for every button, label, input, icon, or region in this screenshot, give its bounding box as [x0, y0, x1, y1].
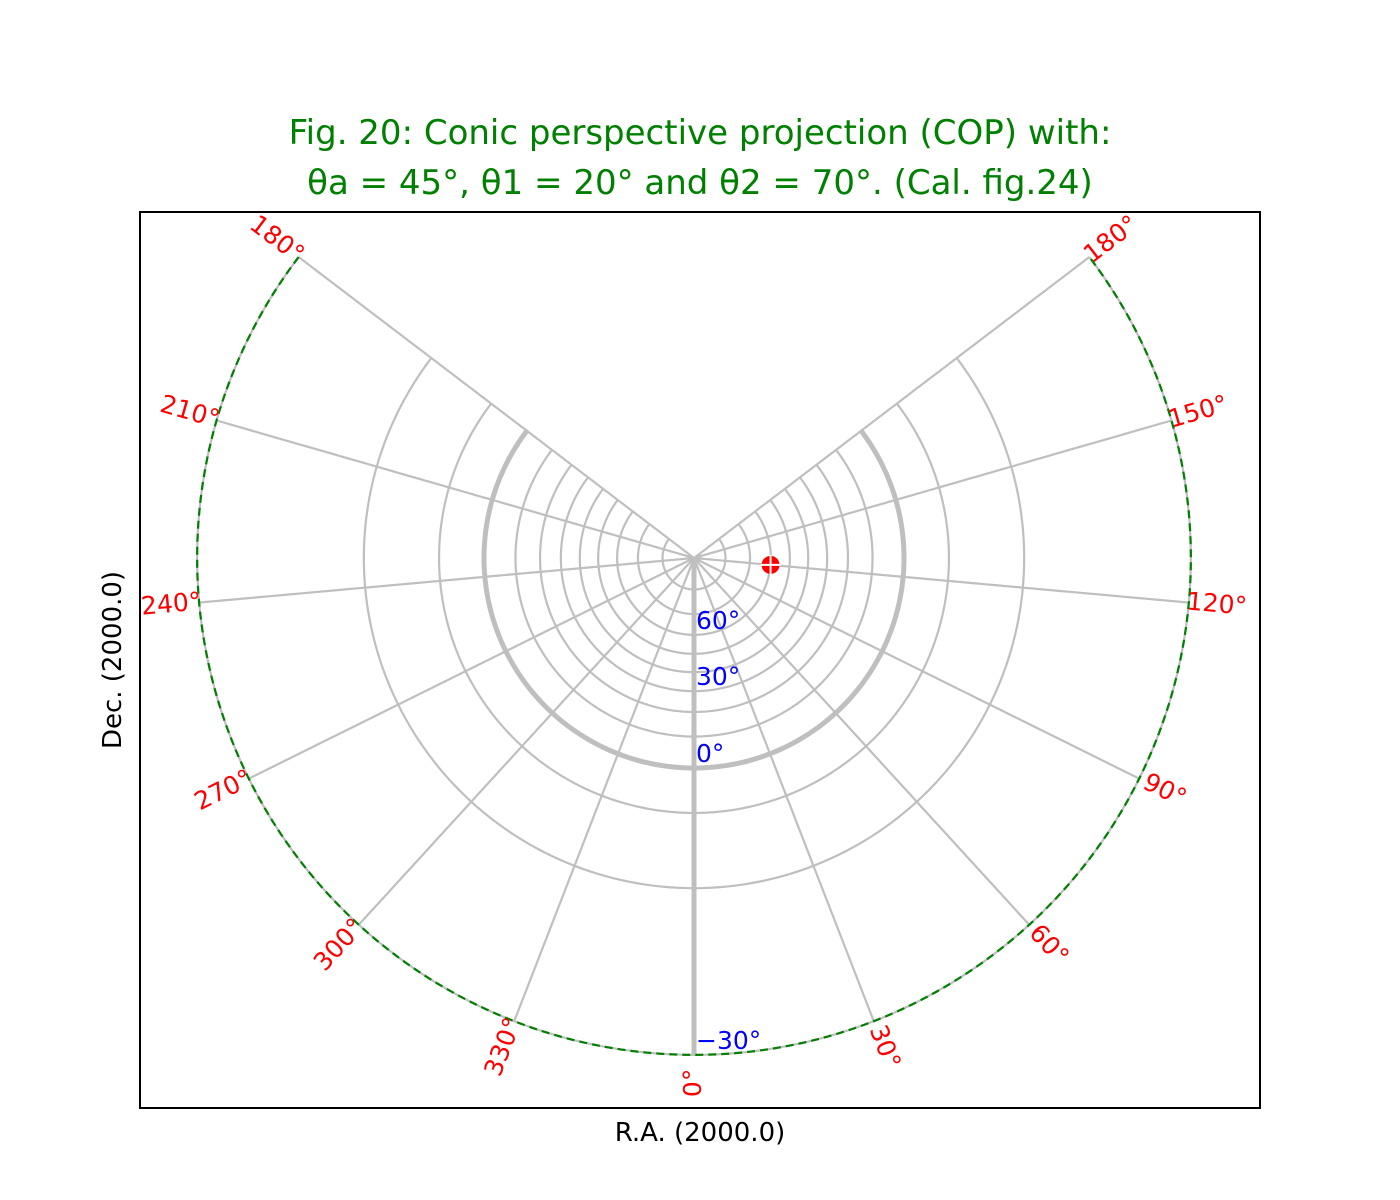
meridian-ra-30: [692, 557, 875, 1022]
meridian-ra-150: [693, 419, 1172, 560]
meridian-ra-m180: [297, 256, 695, 559]
meridian-ra-m150: [216, 419, 695, 560]
meridian-ra-90: [693, 557, 1140, 780]
dec-tick-label: 60°: [696, 606, 740, 635]
ra-tick-label: 240°: [140, 586, 203, 620]
meridian-ra-180: [693, 256, 1091, 559]
ra-tick-label: 0°: [678, 1069, 707, 1097]
dec-tick-label: 0°: [696, 739, 724, 768]
markers: [760, 554, 781, 575]
marker-point: [760, 554, 781, 575]
meridian-ra-m60: [357, 557, 695, 926]
meridian-ra-m30: [513, 557, 696, 1022]
ra-tick-label: 120°: [1186, 586, 1249, 620]
plot-frame: [139, 211, 1261, 1109]
meridian-ra-120: [693, 556, 1189, 604]
meridian-ra-m90: [248, 557, 695, 780]
y-axis-label: Dec. (2000.0): [98, 571, 128, 749]
x-axis-label: R.A. (2000.0): [615, 1118, 786, 1148]
chart-title-line-1: Fig. 20: Conic perspective projection (C…: [289, 113, 1112, 153]
border-outline: [196, 256, 1192, 1056]
projection-border: [196, 256, 1192, 1056]
dec-tick-label: −30°: [696, 1026, 761, 1055]
meridian-ra-m120: [199, 556, 695, 604]
dec-tick-label: 30°: [696, 662, 740, 691]
meridian-ra-60: [693, 557, 1031, 926]
chart-title-line-2: θa = 45°, θ1 = 20° and θ2 = 70°. (Cal. f…: [307, 163, 1093, 203]
